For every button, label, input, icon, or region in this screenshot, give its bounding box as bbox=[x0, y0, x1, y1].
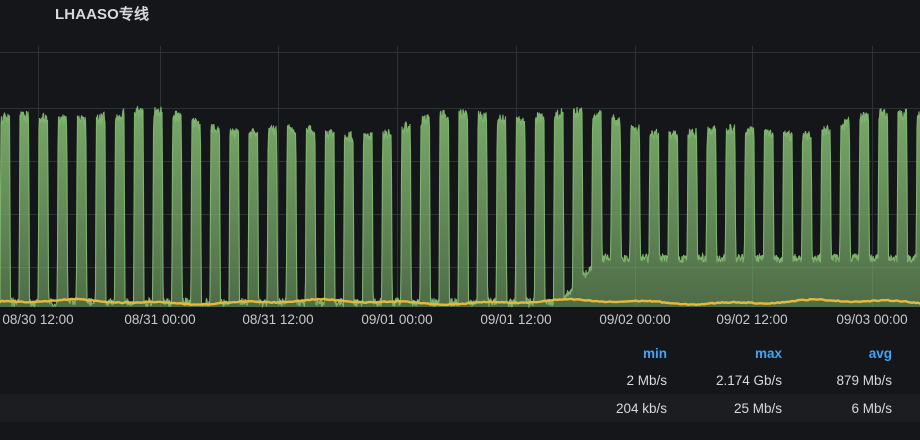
chart-x-axis: 08/30 12:00 08/31 00:00 08/31 12:00 09/0… bbox=[0, 308, 920, 340]
legend-value-min: 204 kb/s bbox=[615, 400, 667, 416]
legend-value-avg: 879 Mb/s bbox=[836, 372, 892, 388]
x-axis-tick: 08/31 12:00 bbox=[242, 312, 314, 327]
legend-value-avg: 6 Mb/s bbox=[851, 400, 892, 416]
x-axis-tick: 08/31 00:00 bbox=[124, 312, 196, 327]
legend-header-row: min max avg bbox=[0, 340, 920, 366]
chart-plot-area[interactable] bbox=[0, 46, 920, 308]
legend-col-header-avg[interactable]: avg bbox=[868, 345, 892, 361]
series-in-area bbox=[0, 106, 920, 308]
legend-col-header-max[interactable]: max bbox=[754, 345, 782, 361]
legend-stats-table: min max avg 2 Mb/s 2.174 Gb/s 879 Mb/s 2… bbox=[0, 340, 920, 440]
timeseries-chart bbox=[0, 46, 920, 308]
legend-row[interactable]: 204 kb/s 25 Mb/s 6 Mb/s bbox=[0, 394, 920, 422]
legend-col-header-min[interactable]: min bbox=[642, 345, 667, 361]
series-out-line bbox=[0, 297, 920, 306]
x-axis-tick: 09/01 00:00 bbox=[361, 312, 433, 327]
x-axis-tick: 09/02 00:00 bbox=[599, 312, 671, 327]
legend-value-max: 2.174 Gb/s bbox=[715, 372, 782, 388]
panel-header: LHAASO专线 bbox=[0, 0, 920, 46]
legend-value-min: 2 Mb/s bbox=[626, 372, 667, 388]
x-axis-tick: 09/03 00:00 bbox=[836, 312, 908, 327]
x-axis-tick: 09/01 12:00 bbox=[480, 312, 552, 327]
x-axis-tick: 09/02 12:00 bbox=[716, 312, 788, 327]
x-axis-tick: 08/30 12:00 bbox=[2, 312, 74, 327]
legend-value-max: 25 Mb/s bbox=[733, 400, 782, 416]
legend-row[interactable]: 2 Mb/s 2.174 Gb/s 879 Mb/s bbox=[0, 366, 920, 394]
page-title[interactable]: LHAASO专线 bbox=[55, 6, 150, 23]
